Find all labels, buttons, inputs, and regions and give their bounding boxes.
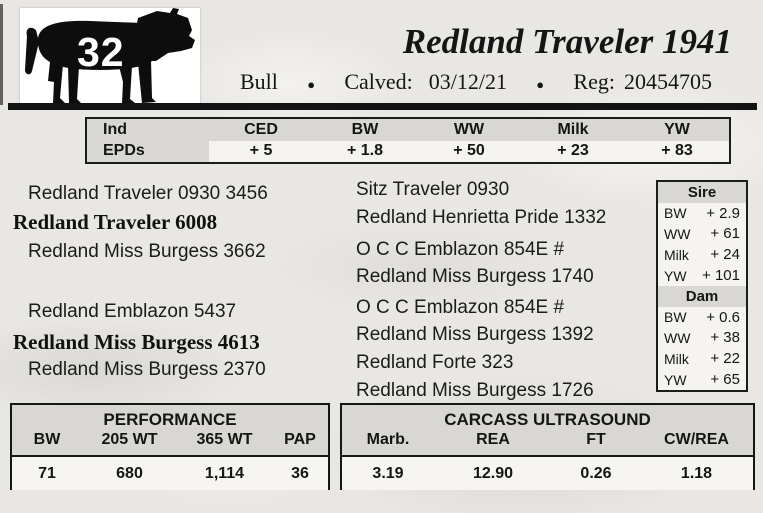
stat-label: BW bbox=[664, 205, 687, 222]
stat-value: + 22 bbox=[710, 350, 740, 368]
carcass-title: CARCASS ULTRASOUND bbox=[444, 410, 651, 429]
epd-col-header-ww: WW bbox=[417, 119, 521, 141]
lot-badge: 32 bbox=[20, 8, 200, 105]
epd-col-header-milk: Milk bbox=[521, 119, 625, 141]
pedigree-line: O C C Emblazon 854E # bbox=[356, 239, 565, 260]
sire-stat-row: YW + 101 bbox=[658, 265, 746, 286]
sire-stat-row: Milk + 24 bbox=[658, 244, 746, 265]
stat-label: BW bbox=[664, 309, 687, 326]
dam-stat-row: Milk + 22 bbox=[658, 348, 746, 369]
epd-value-bw: + 1.8 bbox=[313, 140, 417, 162]
carcass-values-row: 3.19 12.90 0.26 1.18 bbox=[342, 457, 753, 490]
pedigree-dam-dam: Redland Miss Burgess 2370 bbox=[28, 359, 266, 380]
epd-value-milk: + 23 bbox=[521, 140, 625, 162]
carcass-col-ft: FT bbox=[586, 431, 606, 448]
epd-row1-label: Ind bbox=[87, 119, 209, 141]
sire-section-header: Sire bbox=[658, 182, 746, 203]
header-divider-rule bbox=[8, 103, 757, 110]
calved-label: Calved: bbox=[344, 69, 413, 94]
carcass-col-cwrea: CW/REA bbox=[664, 431, 729, 448]
perf-col-205wt: 205 WT bbox=[101, 431, 158, 448]
stat-label: YW bbox=[664, 267, 687, 284]
pedigree-sire-dam: Redland Miss Burgess 3662 bbox=[28, 241, 266, 262]
stat-label: Milk bbox=[664, 246, 689, 263]
stat-value: + 61 bbox=[710, 225, 740, 243]
performance-values-row: 71 680 1,114 36 bbox=[12, 457, 328, 490]
epd-col-header-bw: BW bbox=[313, 119, 417, 141]
perf-value-365wt: 1,114 bbox=[204, 464, 245, 482]
carcass-column-headers: Marb. REA FT CW/REA bbox=[342, 431, 753, 449]
pedigree-sire-sire: Redland Traveler 0930 3456 bbox=[28, 183, 268, 204]
epd-row2-label: EPDs bbox=[87, 140, 209, 162]
performance-title: PERFORMANCE bbox=[103, 410, 237, 429]
bullet-separator: ● bbox=[536, 77, 545, 92]
pedigree-sire-name: Redland Traveler 6008 bbox=[13, 210, 218, 234]
stat-label: WW bbox=[664, 225, 691, 242]
stat-label: WW bbox=[664, 329, 691, 346]
reg-number: 20454705 bbox=[623, 69, 712, 94]
epd-value-ww: + 50 bbox=[417, 140, 521, 162]
pedigree-line: Redland Miss Burgess 1726 bbox=[356, 380, 594, 401]
animal-info-line: Bull ● Calved: 03/12/21 ● Reg: 20454705 bbox=[240, 69, 712, 95]
dam-stat-row: YW + 65 bbox=[658, 369, 746, 390]
stat-value: + 38 bbox=[710, 329, 740, 347]
carcass-value-marb: 3.19 bbox=[372, 464, 404, 482]
carcass-col-rea: REA bbox=[476, 431, 510, 448]
performance-table: PERFORMANCE BW 205 WT 365 WT PAP 71 680 … bbox=[10, 403, 330, 490]
epd-value-ced: + 5 bbox=[209, 140, 313, 162]
epd-col-header-ced: CED bbox=[209, 119, 313, 141]
reg-label: Reg: bbox=[573, 69, 615, 94]
scan-edge-artifact bbox=[0, 4, 3, 105]
stat-value: + 0.6 bbox=[706, 308, 740, 326]
calved-date: 03/12/21 bbox=[428, 69, 507, 94]
epd-col-header-yw: YW bbox=[625, 119, 729, 141]
sex-label: Bull bbox=[240, 69, 278, 94]
stat-label: Milk bbox=[664, 350, 689, 367]
carcass-ultrasound-table: CARCASS ULTRASOUND Marb. REA FT CW/REA 3… bbox=[340, 403, 755, 490]
dam-stat-row: BW + 0.6 bbox=[658, 307, 746, 328]
dam-section-header: Dam bbox=[658, 285, 746, 307]
epd-value-yw: + 83 bbox=[625, 140, 729, 162]
perf-value-pap: 36 bbox=[291, 464, 309, 482]
bull-silhouette-icon bbox=[25, 8, 195, 103]
pedigree-line: Redland Henrietta Pride 1332 bbox=[356, 207, 607, 228]
stat-value: + 101 bbox=[702, 267, 740, 285]
bullet-separator: ● bbox=[307, 77, 316, 92]
pedigree-dam-sire: Redland Emblazon 5437 bbox=[28, 301, 237, 322]
dam-stat-row: WW + 38 bbox=[658, 328, 746, 349]
performance-table-header: PERFORMANCE BW 205 WT 365 WT PAP bbox=[12, 405, 328, 457]
perf-col-365wt: 365 WT bbox=[196, 431, 253, 448]
perf-col-bw: BW bbox=[33, 431, 61, 448]
pedigree-line: Redland Miss Burgess 1392 bbox=[356, 324, 594, 345]
carcass-value-cwrea: 1.18 bbox=[680, 464, 713, 482]
perf-value-bw: 71 bbox=[38, 464, 56, 482]
pedigree-line: Sitz Traveler 0930 bbox=[356, 179, 510, 200]
performance-column-headers: BW 205 WT 365 WT PAP bbox=[12, 431, 328, 449]
pedigree-dam-name: Redland Miss Burgess 4613 bbox=[13, 330, 260, 354]
pedigree-line: O C C Emblazon 854E # bbox=[356, 297, 565, 318]
pedigree-line: Redland Miss Burgess 1740 bbox=[356, 266, 594, 287]
sire-dam-epd-panel: Sire BW + 2.9 WW + 61 Milk + 24 YW + 101… bbox=[656, 180, 748, 392]
stat-value: + 65 bbox=[710, 371, 740, 389]
perf-value-205wt: 680 bbox=[116, 464, 143, 482]
animal-name-title: Redland Traveler 1941 bbox=[402, 22, 732, 61]
epd-summary-table: Ind CED BW WW Milk YW EPDs + 5 + 1.8 + 5… bbox=[85, 117, 731, 164]
registration-group: Reg: 20454705 bbox=[573, 69, 712, 95]
carcass-col-marb: Marb. bbox=[366, 431, 410, 448]
sire-stat-row: BW + 2.9 bbox=[658, 203, 746, 224]
stat-label: YW bbox=[664, 371, 687, 388]
carcass-value-ft: 0.26 bbox=[580, 464, 612, 482]
lot-number: 32 bbox=[77, 29, 125, 75]
sire-stat-row: WW + 61 bbox=[658, 224, 746, 245]
stat-value: + 24 bbox=[710, 246, 740, 264]
perf-col-pap: PAP bbox=[284, 431, 316, 448]
stat-value: + 2.9 bbox=[706, 204, 740, 222]
carcass-value-rea: 12.90 bbox=[472, 464, 514, 482]
calved-group: Calved: 03/12/21 bbox=[344, 69, 507, 95]
carcass-table-header: CARCASS ULTRASOUND Marb. REA FT CW/REA bbox=[342, 405, 753, 457]
pedigree-line: Redland Forte 323 bbox=[356, 352, 514, 373]
